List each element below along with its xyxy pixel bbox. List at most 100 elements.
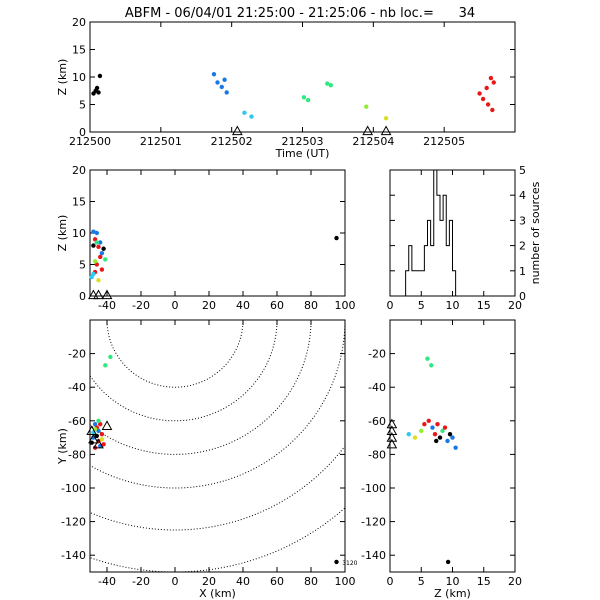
data-point (435, 421, 440, 427)
x-tick-label: -20 (132, 299, 150, 312)
data-point (89, 274, 94, 280)
x-tick-label: 0 (172, 575, 179, 588)
data-point (430, 425, 435, 430)
x-tick-label: 20 (202, 575, 216, 588)
data-point (491, 80, 496, 85)
y-tick-label: 10 (72, 227, 86, 240)
y-tick-label: -80 (68, 448, 86, 461)
data-point (334, 235, 339, 241)
y-tick-label: -60 (368, 415, 386, 428)
station-marker (231, 125, 243, 136)
y-axis-label: number of sources (529, 181, 542, 284)
data-point (477, 91, 482, 96)
data-point (211, 72, 217, 77)
data-point (96, 90, 101, 95)
station-marker (88, 433, 99, 444)
y-tick-label: 2 (519, 240, 526, 253)
y-tick-label: -40 (368, 381, 386, 394)
x-tick-label: 212500 (69, 135, 111, 148)
x-tick-label: 212504 (352, 135, 394, 148)
data-point (94, 85, 100, 91)
x-tick-label: 80 (304, 299, 318, 312)
x-axis-label: Z (km) (434, 587, 471, 600)
plot-frame (89, 319, 346, 573)
station-marker (380, 125, 392, 136)
data-point (92, 421, 98, 427)
x-tick-label: -20 (132, 575, 150, 588)
x-axis-label: X (km) (199, 587, 236, 600)
y-tick-label: 0 (79, 126, 86, 139)
x-tick-label: 5 (418, 575, 425, 588)
data-point (224, 90, 229, 95)
y-tick-label: -60 (68, 415, 86, 428)
data-point (325, 81, 330, 86)
data-point (101, 246, 106, 251)
histogram-outline (405, 169, 457, 296)
y-tick-label: -140 (361, 549, 386, 562)
station-marker (386, 418, 398, 429)
data-point (445, 438, 450, 444)
y-tick-label: -20 (368, 348, 386, 361)
data-point (96, 418, 101, 423)
station-marker (386, 438, 398, 449)
data-point (432, 432, 438, 437)
y-tick-label: -20 (68, 348, 86, 361)
x-tick-label: 0 (172, 299, 179, 312)
x-tick-label: 212505 (423, 135, 465, 148)
data-point (480, 96, 486, 102)
station-marker (86, 425, 98, 435)
data-point (96, 244, 101, 250)
x-tick-label: 10 (446, 299, 460, 312)
plan-view-panel: -40 -20 0 20 40 60 80 100 -140 -120 -100 -80 -60 -40 -… (56, 319, 358, 600)
plot-frame (389, 319, 516, 573)
data-point (406, 432, 411, 437)
data-point (440, 428, 445, 434)
data-point (98, 254, 103, 260)
station-marker (101, 420, 113, 430)
y-axis-label: Z (km) (56, 215, 69, 252)
data-point (419, 428, 424, 434)
range-ring (90, 320, 278, 422)
data-point (490, 107, 495, 113)
data-point (485, 102, 491, 107)
station-tag: 3120 (342, 560, 357, 567)
data-point (92, 259, 98, 264)
data-point (91, 229, 96, 234)
station-marker (386, 432, 398, 442)
data-point (249, 114, 254, 119)
data-point (445, 559, 451, 565)
data-point (242, 110, 247, 115)
x-tick-label: 10 (446, 575, 460, 588)
time-height-panel: 212500 212501 212502 212503 212504 212505 0 5 10… (56, 16, 516, 160)
x-tick-label: -40 (98, 575, 116, 588)
y-tick-label: -80 (368, 448, 386, 461)
y-tick-label: -40 (68, 381, 86, 394)
y-tick-label: -120 (361, 516, 386, 529)
y-tick-label: -100 (361, 482, 386, 495)
y-tick-label: 20 (72, 164, 86, 177)
data-point (450, 435, 455, 440)
x-tick-label: 212502 (211, 135, 253, 148)
data-point (94, 240, 100, 245)
data-point (98, 240, 103, 245)
x-tick-label: 40 (236, 575, 250, 588)
y-tick-label: 1 (519, 265, 526, 278)
data-point (364, 104, 369, 109)
x-tick-label: 100 (335, 575, 356, 588)
data-point (103, 363, 108, 368)
data-point (305, 97, 311, 103)
x-tick-label: 20 (508, 299, 522, 312)
y-tick-label: 10 (72, 71, 86, 84)
data-point (383, 116, 389, 121)
x-tick-label: -40 (98, 299, 116, 312)
x-tick-label: 60 (270, 575, 284, 588)
x-tick-label: 212503 (282, 135, 324, 148)
y-tick-label: 0 (519, 290, 526, 303)
data-point (453, 445, 458, 450)
x-tick-label: 0 (387, 575, 394, 588)
x-tick-label: 212501 (140, 135, 182, 148)
y-tick-label: 5 (79, 259, 86, 272)
y-tick-label: 0 (79, 290, 86, 303)
y-tick-label: -100 (61, 482, 86, 495)
